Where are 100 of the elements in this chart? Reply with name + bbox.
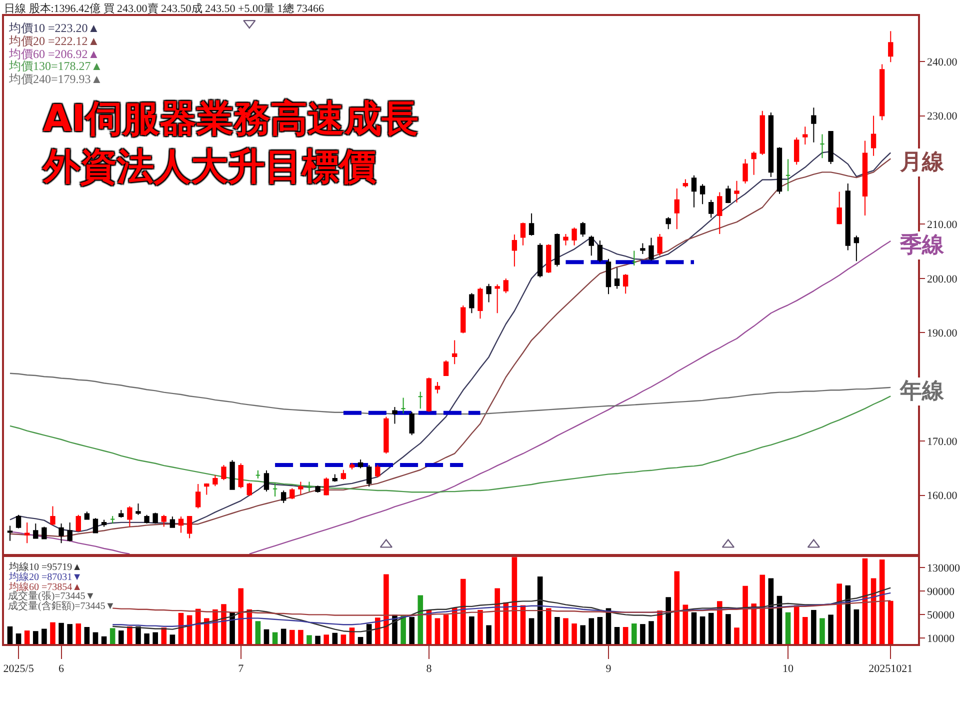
chart-subtitle: 日線 股本:1396.42億 買 243.00賣 243.50成 243.50 +5.00量 1總 73466 — [4, 2, 325, 15]
candlestick — [16, 514, 22, 529]
y-tick-label: 230.00 — [926, 110, 958, 123]
candlestick — [580, 222, 586, 238]
candlestick — [794, 136, 800, 166]
bar — [110, 628, 116, 644]
bar — [400, 615, 406, 644]
candlestick — [776, 146, 782, 194]
bar — [289, 630, 295, 644]
bar — [546, 608, 552, 644]
bar — [221, 604, 226, 644]
y-tick-label: 50000 — [926, 610, 955, 622]
candlestick — [528, 212, 534, 236]
bar — [84, 626, 90, 644]
x-tick-label: 2025/5 — [3, 662, 34, 675]
candlestick — [622, 274, 628, 294]
text: 均線10 =95719▲ — [8, 561, 82, 573]
bar — [622, 626, 628, 644]
bar — [374, 618, 380, 644]
candlestick — [563, 233, 568, 246]
line-series — [112, 600, 892, 616]
candlestick — [144, 514, 150, 524]
candlestick — [204, 482, 210, 496]
candlestick — [255, 470, 261, 480]
candlestick — [246, 482, 252, 496]
candlestick — [666, 216, 671, 230]
candlestick — [632, 250, 637, 266]
candlestick — [92, 518, 98, 534]
candlestick — [409, 411, 414, 436]
bar — [854, 609, 860, 644]
annotation: 成交量(張)=73445▼ — [8, 590, 96, 602]
text: 均價60 =206.92▲ — [8, 47, 100, 61]
bar — [528, 618, 534, 644]
bar — [324, 634, 329, 644]
bar — [640, 624, 646, 644]
candlestick — [478, 287, 483, 320]
candlestick — [306, 481, 312, 492]
candlestick — [717, 192, 722, 234]
line-series — [112, 587, 892, 632]
bar — [315, 636, 320, 644]
bar — [332, 632, 338, 644]
bar — [572, 623, 577, 644]
bar — [58, 622, 64, 644]
bar — [828, 614, 834, 644]
candlestick — [272, 482, 278, 497]
candlestick — [230, 460, 235, 490]
candlestick — [785, 158, 791, 192]
candlestick — [726, 185, 731, 204]
bar — [340, 634, 346, 644]
y-tick-label: 240.00 — [926, 56, 958, 68]
bar — [768, 578, 774, 644]
x-tick-label: 9 — [606, 662, 612, 675]
candlestick — [802, 126, 808, 146]
candlestick — [349, 462, 355, 470]
bar — [50, 622, 56, 644]
annotation: 季線 — [899, 233, 945, 258]
candlestick — [238, 462, 244, 489]
bar — [820, 618, 825, 644]
candlestick — [845, 183, 850, 251]
text: 均線20 =87031▼ — [8, 571, 82, 583]
candlestick — [520, 222, 526, 246]
candlestick — [101, 519, 107, 528]
candlestick — [888, 30, 894, 63]
candlestick — [760, 110, 765, 156]
bar — [742, 586, 748, 644]
candlestick — [152, 512, 158, 524]
line-series — [9, 396, 892, 493]
candlestick — [384, 416, 389, 454]
candlestick — [537, 242, 543, 278]
candlestick — [290, 488, 295, 500]
candlestick — [426, 377, 432, 412]
candlestick — [588, 235, 594, 256]
candlestick — [682, 178, 688, 188]
bar — [42, 628, 47, 644]
bar — [238, 588, 244, 644]
candlestick — [418, 391, 423, 410]
candlestick — [76, 514, 81, 532]
candlestick — [332, 474, 338, 482]
candlestick — [452, 340, 458, 365]
candlestick — [614, 267, 620, 290]
bar — [478, 610, 483, 644]
bar — [597, 617, 603, 644]
y-tick-label: 210.00 — [926, 219, 958, 232]
bar — [554, 617, 560, 644]
text: 均價130=178.27▲ — [8, 59, 103, 73]
bar — [486, 625, 492, 644]
candlestick — [648, 237, 654, 262]
bar — [306, 635, 312, 644]
candlestick — [195, 483, 201, 509]
candlestick — [136, 502, 141, 516]
text: 均價10 =223.20▲ — [8, 21, 100, 35]
candlestick — [828, 130, 834, 165]
candlestick — [58, 523, 64, 544]
candlestick — [110, 515, 116, 524]
annotation: 成交量(含鉅額)=73445▼ — [8, 600, 116, 612]
bar — [409, 617, 414, 644]
candlestick — [546, 244, 552, 274]
bar — [760, 574, 766, 644]
candlestick — [460, 305, 466, 334]
x-tick-label: 7 — [238, 662, 244, 675]
